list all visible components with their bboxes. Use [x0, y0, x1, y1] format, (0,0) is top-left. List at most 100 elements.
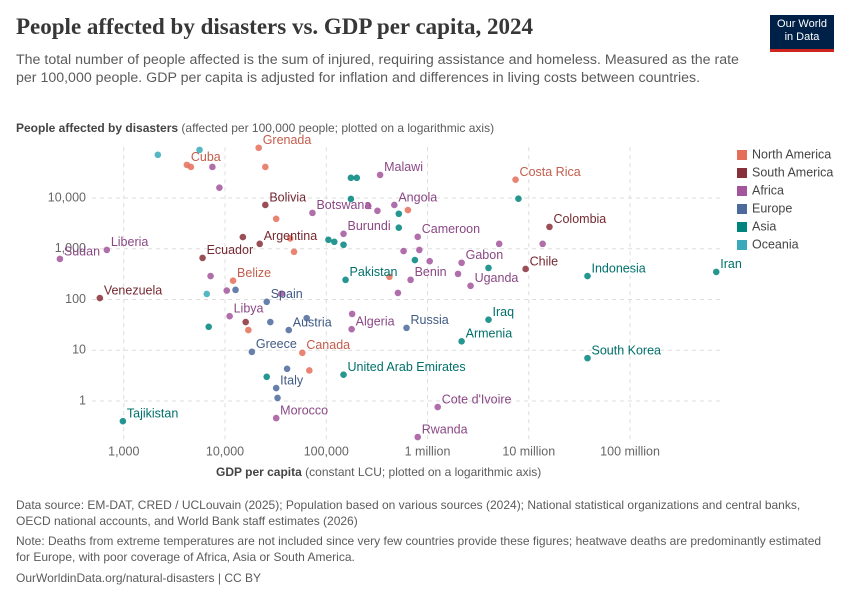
point	[712, 268, 720, 276]
point	[400, 247, 407, 255]
point	[239, 233, 247, 241]
point	[216, 184, 223, 191]
source: Data source: EM-DAT, CRED / UCLouvain (2…	[16, 498, 801, 528]
logo[interactable]: Our World in Data	[770, 15, 834, 52]
x-tick-label: 100 million	[600, 444, 660, 458]
note: Note: Deaths from extreme temperatures a…	[16, 534, 822, 564]
point-label: Russia	[411, 313, 449, 327]
x-tick-label: 100,000	[304, 444, 349, 458]
point	[272, 414, 280, 422]
point	[407, 276, 414, 284]
x-axis-label: GDP per capita (constant LCU; plotted on…	[216, 465, 541, 479]
point	[395, 210, 403, 218]
point	[512, 176, 519, 183]
chart-title: People affected by disasters vs. GDP per…	[16, 14, 534, 39]
legend-label: Asia	[752, 219, 776, 233]
legend-swatch	[737, 222, 747, 232]
point-label: Belize	[237, 266, 271, 280]
point	[522, 265, 529, 273]
point-label: Venezuela	[104, 283, 162, 297]
legend-swatch	[737, 204, 747, 214]
point	[272, 215, 280, 223]
point-label: Indonesia	[592, 261, 646, 275]
point	[414, 433, 422, 441]
point-label: Tajikistan	[127, 406, 178, 420]
legend-label: Europe	[752, 201, 792, 215]
point	[154, 151, 162, 159]
point-label: Chile	[530, 254, 559, 268]
point	[290, 248, 298, 256]
point-label: Malawi	[384, 160, 423, 174]
point	[267, 318, 274, 326]
y-tick-label: 10	[72, 343, 86, 357]
point	[404, 206, 412, 214]
point	[495, 240, 503, 248]
point	[103, 246, 111, 254]
point	[347, 174, 355, 182]
point-label: Cote d'Ivoire	[442, 392, 512, 406]
point	[546, 223, 553, 231]
point-label: Uganda	[475, 271, 519, 285]
point	[414, 233, 422, 241]
point	[262, 163, 269, 171]
point-label: Libya	[234, 301, 264, 315]
point	[515, 195, 522, 203]
point	[278, 290, 285, 298]
point	[245, 326, 252, 334]
y-axis-label: People affected by disasters (affected p…	[16, 121, 494, 135]
point	[485, 316, 492, 324]
chart-subtitle: The total number of people affected is t…	[16, 52, 739, 86]
legend-swatch	[737, 168, 747, 178]
point	[299, 349, 306, 357]
point	[207, 272, 214, 280]
point	[416, 246, 423, 254]
point-label: Cuba	[191, 150, 221, 164]
point	[285, 326, 293, 334]
point-label: Argentina	[264, 229, 318, 243]
point	[263, 373, 271, 381]
point	[426, 257, 433, 265]
point-label: Italy	[280, 373, 304, 387]
point	[306, 367, 313, 374]
point	[255, 144, 262, 152]
point	[348, 310, 356, 318]
point	[386, 273, 393, 281]
logo-line: Our World	[777, 18, 827, 30]
y-tick-label: 1,000	[55, 241, 86, 255]
point	[331, 238, 338, 246]
y-tick-label: 10,000	[48, 190, 86, 204]
point	[96, 294, 104, 302]
point	[303, 314, 310, 322]
legend-label: South America	[752, 165, 833, 179]
point-label: Greece	[256, 337, 297, 351]
logo-line: in Data	[784, 31, 820, 43]
point	[274, 394, 281, 402]
x-axis-title: GDP per capita	[216, 465, 302, 479]
point-label: Ecuador	[207, 243, 254, 257]
y-tick-label: 1	[79, 393, 86, 407]
point-label: Rwanda	[422, 422, 468, 436]
point	[340, 371, 347, 378]
point-label: Bolivia	[269, 190, 306, 204]
point	[391, 201, 398, 209]
point	[229, 277, 237, 284]
legend-swatch	[737, 240, 747, 250]
point-label: Canada	[306, 338, 350, 352]
point	[272, 384, 280, 392]
point-label: Burundi	[348, 219, 391, 233]
legend-label: North America	[752, 147, 831, 161]
point-label: Gabon	[466, 248, 504, 262]
point-label: Austria	[293, 315, 332, 329]
point	[467, 282, 474, 290]
point	[353, 174, 361, 182]
point	[199, 254, 206, 262]
point	[196, 146, 203, 154]
point	[454, 270, 462, 278]
footer[interactable]: OurWorldinData.org/natural-disasters | C…	[16, 571, 261, 585]
point	[340, 230, 347, 238]
point	[209, 163, 216, 171]
point	[347, 195, 355, 203]
point-label: Botswana	[316, 198, 371, 212]
point	[395, 224, 403, 232]
